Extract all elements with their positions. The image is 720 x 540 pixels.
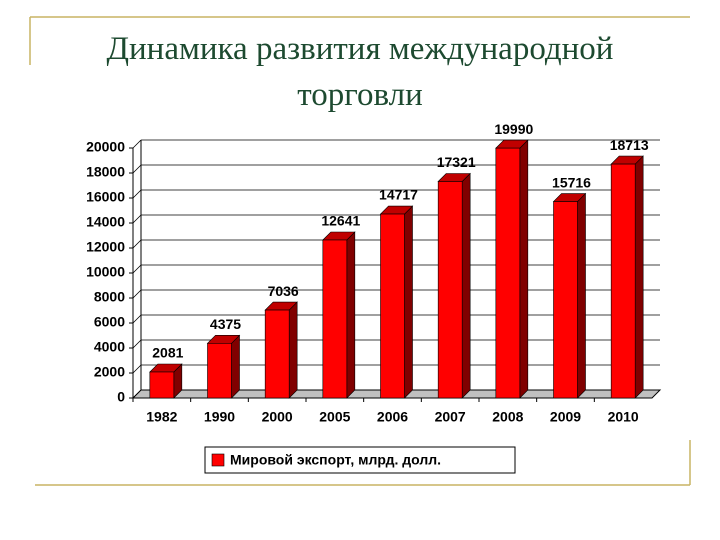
- y-tick-label: 14000: [86, 214, 125, 230]
- bar: [437, 181, 463, 399]
- bar-side: [288, 301, 298, 399]
- bar: [264, 309, 290, 399]
- grid-line: [132, 289, 142, 299]
- grid-line: [132, 214, 142, 224]
- x-tick-label: 2010: [608, 409, 639, 425]
- data-label: 17321: [437, 154, 476, 170]
- data-label: 12641: [321, 213, 360, 229]
- data-label: 18713: [610, 137, 649, 153]
- legend-swatch: [211, 453, 225, 467]
- grid-line: [132, 164, 142, 174]
- y-tick-label: 4000: [94, 339, 125, 355]
- bar: [380, 213, 405, 399]
- x-tick-label: 1982: [146, 409, 177, 425]
- x-tick-label: 2005: [319, 409, 350, 425]
- x-tick-label: 2009: [550, 409, 581, 425]
- data-label: 14717: [379, 187, 418, 203]
- bar-side: [461, 172, 471, 399]
- y-tick-label: 16000: [86, 189, 125, 205]
- grid-line: [132, 314, 142, 324]
- legend-label: Мировой экспорт, млрд. долл.: [230, 452, 441, 468]
- grid-line: [132, 339, 142, 349]
- data-label: 7036: [268, 283, 299, 299]
- data-label: 4375: [210, 316, 241, 332]
- data-label: 15716: [552, 174, 591, 190]
- x-tick-label: 2008: [492, 409, 523, 425]
- y-tick-label: 0: [117, 389, 125, 405]
- grid-line: [132, 364, 142, 374]
- y-tick-label: 6000: [94, 314, 125, 330]
- chart-title: Динамика развития международной торговли: [106, 31, 614, 113]
- bar: [495, 147, 521, 399]
- legend-box: [204, 446, 516, 474]
- x-tick-label: 2006: [377, 409, 408, 425]
- grid-line: [132, 389, 142, 399]
- data-label: 2081: [152, 345, 183, 361]
- grid-line: [132, 139, 142, 149]
- x-tick-label: 2000: [262, 409, 293, 425]
- x-tick-label: 1990: [204, 409, 235, 425]
- bar: [610, 163, 636, 399]
- y-tick-label: 12000: [86, 239, 125, 255]
- bar-side: [404, 205, 413, 399]
- y-tick-label: 18000: [86, 164, 125, 180]
- bar-side: [577, 192, 586, 399]
- x-tick-label: 2007: [435, 409, 466, 425]
- bar-side: [346, 231, 356, 399]
- bar-side: [634, 155, 644, 399]
- grid-line: [132, 239, 142, 249]
- bar: [322, 239, 348, 399]
- data-label: 19990: [494, 121, 533, 137]
- grid-line: [132, 189, 142, 199]
- bar-side: [231, 334, 240, 399]
- bar: [553, 201, 578, 399]
- bar-side: [519, 139, 529, 399]
- grid-line: [132, 264, 142, 274]
- y-tick-label: 2000: [94, 364, 125, 380]
- y-tick-label: 20000: [86, 139, 125, 155]
- y-tick-label: 8000: [94, 289, 125, 305]
- y-tick-label: 10000: [86, 264, 125, 280]
- bar: [207, 343, 232, 399]
- bar: [149, 371, 175, 399]
